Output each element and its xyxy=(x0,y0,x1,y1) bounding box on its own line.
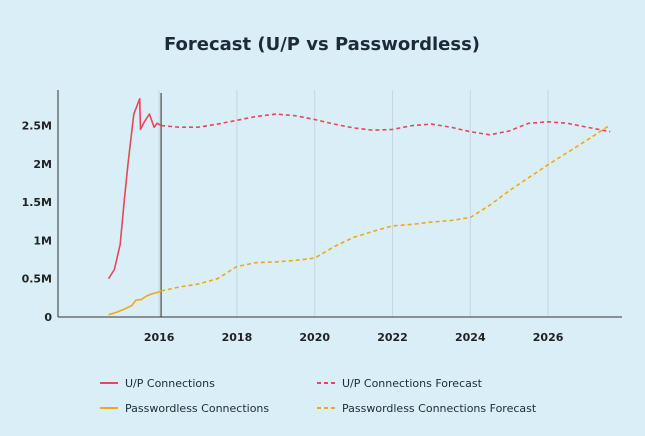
x-tick-label: 2018 xyxy=(222,331,253,344)
chart-title: Forecast (U/P vs Passwordless) xyxy=(164,34,480,55)
series-line-passwordless-connections xyxy=(108,290,162,316)
series-line-passwordless-connections-forecast xyxy=(160,124,611,292)
axis-layer: 2016 2018 2020 2022 2024 2026 0 0.5M 1M 1.5M 2M 2.5… xyxy=(22,90,622,344)
y-tick-label: 2.5M xyxy=(22,120,52,133)
y-tick-label: 0 xyxy=(44,311,52,324)
legend-label: Passwordless Connections Forecast xyxy=(342,402,537,415)
x-tick-label: 2026 xyxy=(533,331,564,344)
x-tick-label: 2020 xyxy=(299,331,330,344)
y-tick-label: 0.5M xyxy=(22,273,52,286)
grid-layer xyxy=(158,90,549,317)
series-line-u-p-connections-forecast xyxy=(161,113,611,136)
legend-label: U/P Connections Forecast xyxy=(342,377,483,390)
legend-layer: U/P Connections U/P Connections Forecast P… xyxy=(100,377,537,415)
x-tick-label: 2016 xyxy=(144,331,175,344)
x-tick-label: 2022 xyxy=(377,331,408,344)
legend-label: U/P Connections xyxy=(125,377,215,390)
y-tick-label: 1M xyxy=(33,234,52,247)
series-line-u-p-connections xyxy=(107,98,162,280)
legend-label: Passwordless Connections xyxy=(125,402,269,415)
series-layer xyxy=(107,98,611,316)
y-tick-label: 1.5M xyxy=(22,196,52,209)
y-tick-label: 2M xyxy=(33,158,52,171)
x-tick-label: 2024 xyxy=(455,331,486,344)
